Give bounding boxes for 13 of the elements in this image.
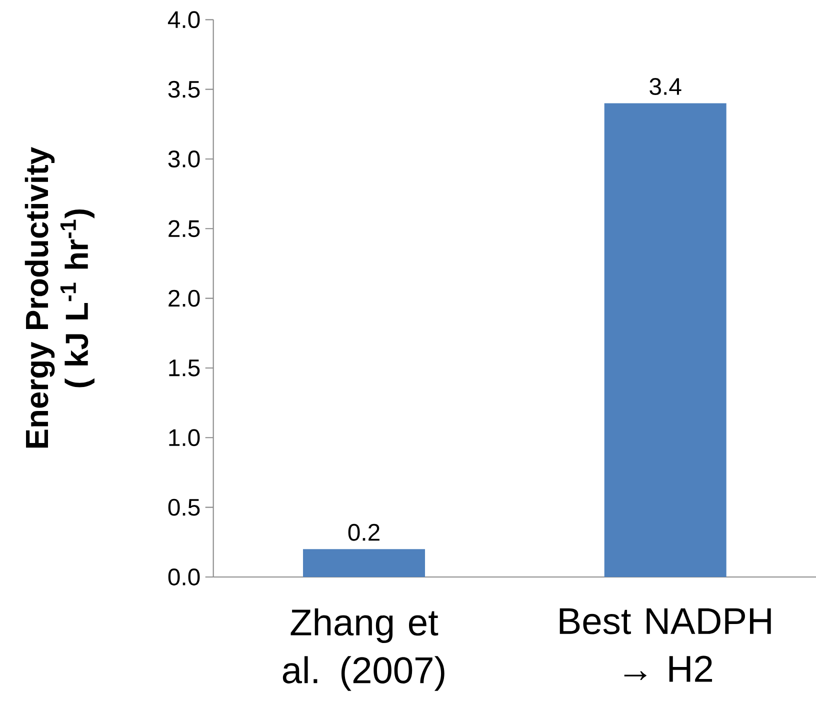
x-tick-label: Zhang et al. (2007) xyxy=(282,608,444,691)
y-tick-label: 3.5 xyxy=(168,80,200,98)
y-tick-label: 1.5 xyxy=(169,360,200,376)
y-tick-label: 2.0 xyxy=(168,290,200,307)
y-tick-label: 3.0 xyxy=(168,150,200,168)
y-tick-label: 0.0 xyxy=(168,568,200,586)
x-tick-label: Best NADPH → H2 xyxy=(560,608,771,682)
data-label: 0.2 xyxy=(348,524,380,541)
y-tick-label: 2.5 xyxy=(168,220,200,238)
y-tick-label: 4.0 xyxy=(168,11,200,28)
y-tick-label: 0.5 xyxy=(168,498,200,516)
data-label: 3.4 xyxy=(650,78,682,95)
y-tick-label: 1.0 xyxy=(169,429,200,446)
